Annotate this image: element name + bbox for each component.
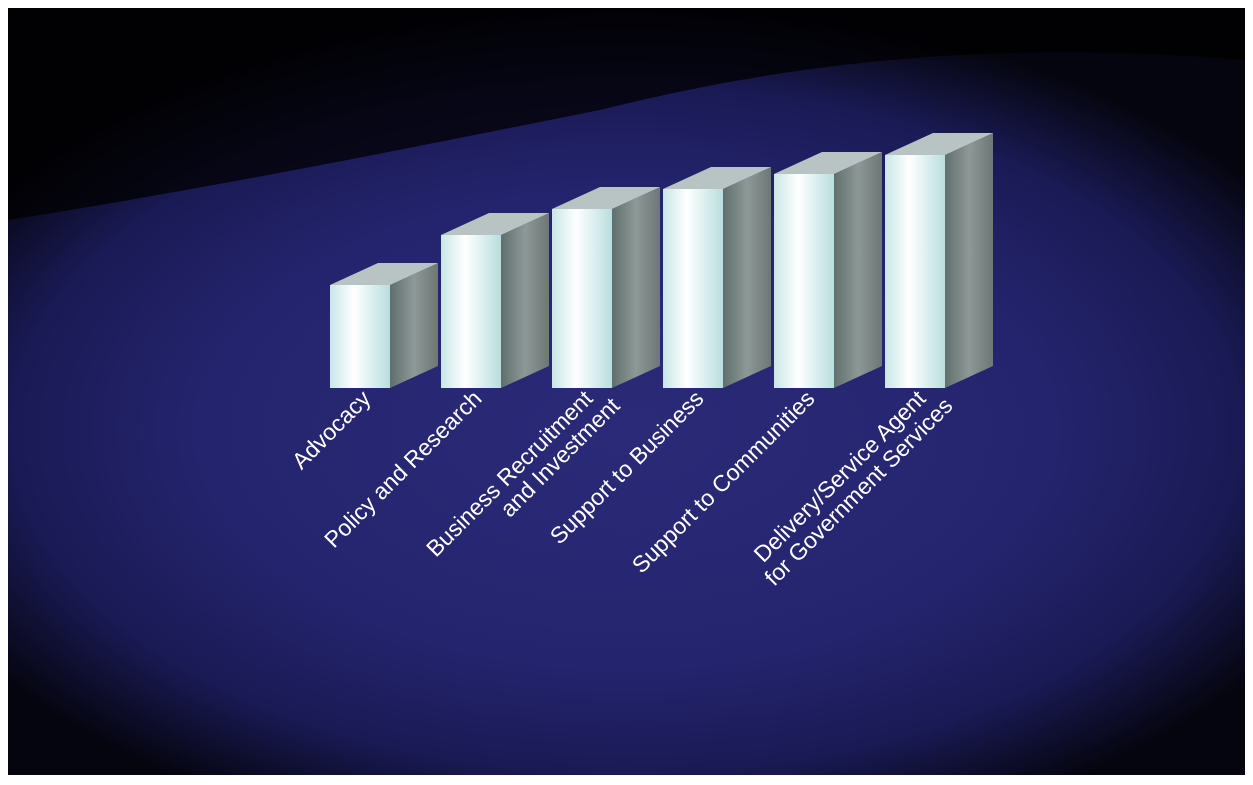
bar-top xyxy=(552,187,660,209)
bar-front xyxy=(774,174,834,388)
bar-front xyxy=(552,209,612,388)
bar xyxy=(552,187,660,388)
bar xyxy=(663,167,771,388)
bar-side xyxy=(945,133,993,388)
bar-side xyxy=(723,167,771,388)
bar-top xyxy=(330,263,438,285)
bar-front xyxy=(885,155,945,388)
bar xyxy=(774,152,882,388)
bar-front xyxy=(441,235,501,388)
bar-side xyxy=(612,187,660,388)
shadow xyxy=(8,8,1245,220)
bar xyxy=(330,263,438,388)
bar-front xyxy=(663,189,723,388)
bar xyxy=(885,133,993,388)
bar-side xyxy=(501,213,549,388)
bar-side xyxy=(834,152,882,388)
bar-top xyxy=(441,213,549,235)
bar-top xyxy=(663,167,771,189)
bar xyxy=(441,213,549,388)
bar-top xyxy=(885,133,993,155)
bar-top xyxy=(774,152,882,174)
bar-front xyxy=(330,285,390,388)
bar-side xyxy=(390,263,438,388)
